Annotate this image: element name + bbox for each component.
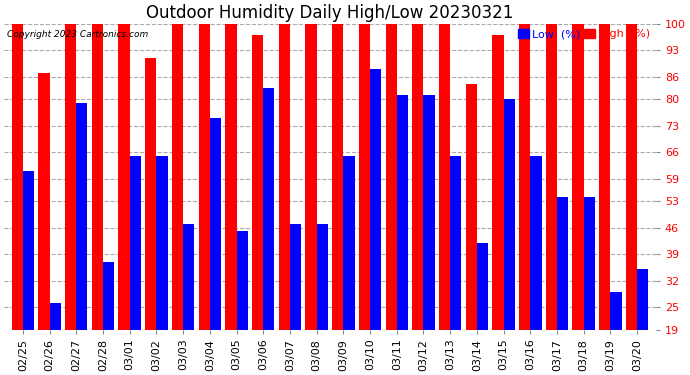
Bar xyxy=(397,96,408,330)
Legend: Low  (%), High  (%): Low (%), High (%) xyxy=(518,29,650,39)
Bar xyxy=(531,156,542,330)
Bar xyxy=(77,103,88,330)
Bar xyxy=(466,84,477,330)
Bar xyxy=(50,303,61,330)
Bar xyxy=(359,24,370,330)
Bar xyxy=(130,156,141,330)
Bar xyxy=(611,292,622,330)
Bar xyxy=(546,24,557,330)
Bar xyxy=(290,224,301,330)
Bar xyxy=(412,24,424,330)
Bar xyxy=(226,24,237,330)
Bar xyxy=(199,24,210,330)
Bar xyxy=(637,269,649,330)
Bar xyxy=(172,24,183,330)
Bar xyxy=(317,224,328,330)
Bar xyxy=(599,24,611,330)
Bar xyxy=(386,24,397,330)
Text: Copyright 2023 Cartronics.com: Copyright 2023 Cartronics.com xyxy=(8,30,148,39)
Bar xyxy=(23,171,34,330)
Bar xyxy=(210,118,221,330)
Bar xyxy=(157,156,168,330)
Bar xyxy=(370,69,382,330)
Bar xyxy=(279,24,290,330)
Bar xyxy=(573,24,584,330)
Bar xyxy=(332,24,344,330)
Bar xyxy=(439,24,450,330)
Bar xyxy=(65,24,77,330)
Bar xyxy=(519,24,531,330)
Bar xyxy=(493,35,504,330)
Bar xyxy=(626,24,637,330)
Bar xyxy=(119,24,130,330)
Title: Outdoor Humidity Daily High/Low 20230321: Outdoor Humidity Daily High/Low 20230321 xyxy=(146,4,513,22)
Bar xyxy=(263,88,275,330)
Bar xyxy=(450,156,462,330)
Bar xyxy=(477,243,488,330)
Bar xyxy=(557,198,568,330)
Bar xyxy=(252,35,263,330)
Bar xyxy=(504,99,515,330)
Bar xyxy=(344,156,355,330)
Bar xyxy=(584,198,595,330)
Bar xyxy=(103,262,115,330)
Bar xyxy=(306,24,317,330)
Bar xyxy=(424,96,435,330)
Bar xyxy=(145,58,157,330)
Bar xyxy=(39,73,50,330)
Bar xyxy=(92,24,103,330)
Bar xyxy=(237,231,248,330)
Bar xyxy=(183,224,195,330)
Bar xyxy=(12,24,23,330)
